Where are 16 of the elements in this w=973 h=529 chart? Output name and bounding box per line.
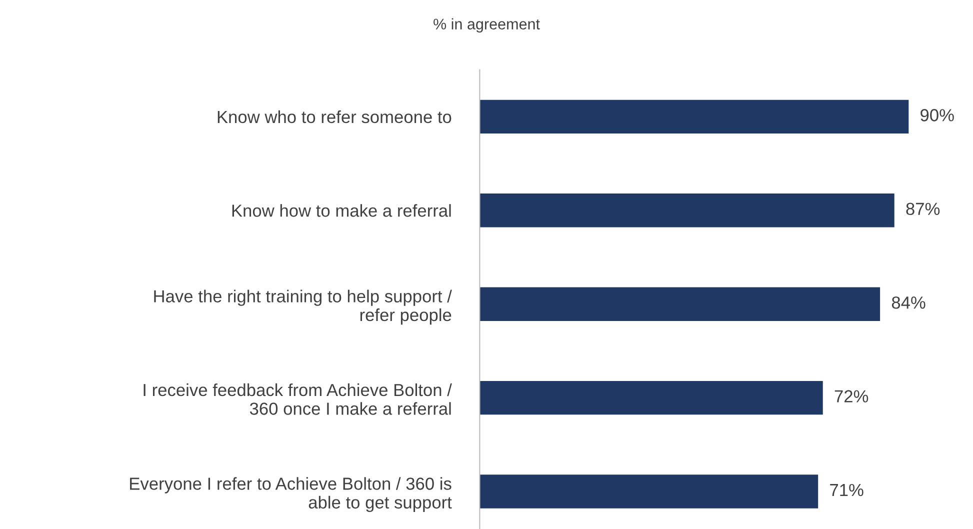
y-tick-label: Know who to refer someone to (218, 110, 452, 124)
data-label: 87% (906, 202, 940, 216)
y-tick-label: Everyone I refer to Achieve Bolton / 360 is able to get support (130, 477, 452, 512)
y-tick-label: Have the right training to help support / refer people (154, 290, 452, 325)
data-label: 72% (834, 390, 868, 402)
data-label: 90% (920, 109, 954, 122)
y-tick-label: Know how to make a referral (232, 204, 451, 217)
data-label: 84% (892, 296, 926, 309)
bar (480, 194, 894, 228)
chart-title: % in agreement (434, 18, 540, 33)
bar (480, 380, 823, 415)
bar (480, 474, 818, 508)
y-tick-label: I receive feedback from Achieve Bolton / 360 once I make a referral (144, 383, 452, 415)
bar (480, 287, 880, 321)
data-label: 71% (830, 484, 864, 496)
bar (480, 100, 909, 134)
